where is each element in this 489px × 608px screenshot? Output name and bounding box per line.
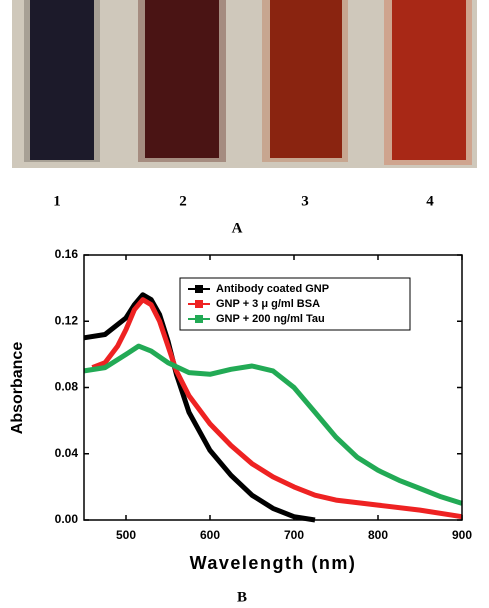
- legend-label: Antibody coated GNP: [216, 283, 329, 295]
- legend-label: GNP + 200 ng/ml Tau: [216, 313, 325, 325]
- x-tick-label: 900: [452, 528, 472, 542]
- x-tick-label: 500: [116, 528, 136, 542]
- y-tick-label: 0.04: [55, 446, 79, 460]
- photo-label: 3: [301, 193, 309, 209]
- cuvette-photo: [12, 0, 477, 168]
- x-tick-label: 600: [200, 528, 220, 542]
- y-tick-label: 0.16: [55, 247, 79, 261]
- panel-label: B: [237, 589, 247, 605]
- y-tick-label: 0.00: [55, 512, 79, 526]
- y-tick-label: 0.08: [55, 380, 79, 394]
- legend-swatch: [195, 315, 203, 323]
- photo-label: 2: [179, 193, 187, 209]
- plot: 0.00 0.04 0.08 0.12 0.16 500 600 700 800 900 Antib…: [55, 247, 473, 542]
- data-line: [91, 297, 463, 520]
- x-tick-label: 800: [368, 528, 388, 542]
- legend-swatch: [195, 285, 203, 293]
- y-axis-label: Absorbance: [9, 342, 26, 435]
- panel-label: A: [232, 220, 243, 236]
- plot-frame: [83, 254, 463, 521]
- legend-swatch: [195, 300, 203, 308]
- legend-label: GNP + 3 μ g/ml BSA: [216, 298, 320, 310]
- photo-label: 1: [53, 193, 61, 209]
- data-line: [83, 343, 463, 506]
- photo-label: 4: [426, 193, 434, 209]
- x-tick-label: 700: [284, 528, 304, 542]
- x-axis-label: Wavelength (nm): [190, 553, 357, 573]
- legend-box: [179, 277, 411, 331]
- y-tick-label: 0.12: [55, 313, 79, 327]
